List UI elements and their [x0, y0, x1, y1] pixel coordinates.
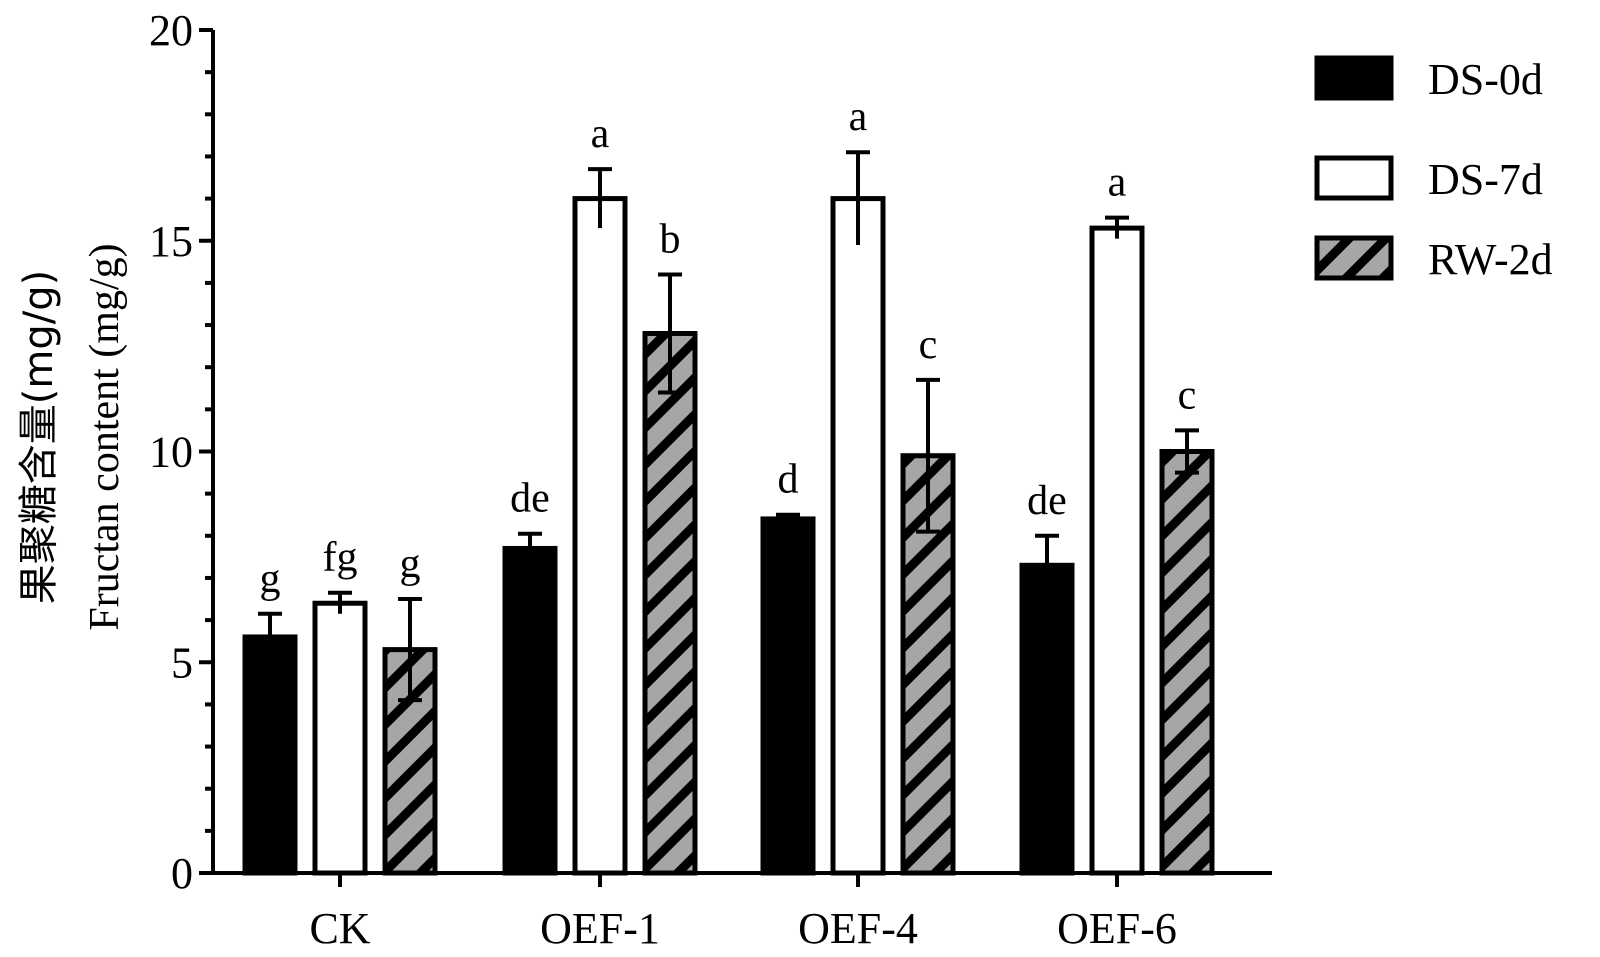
significance-letter: d	[778, 457, 799, 503]
significance-letter: a	[849, 94, 868, 140]
bar-DS-7d-OEF-4	[830, 196, 886, 876]
significance-letter: a	[591, 111, 610, 157]
significance-letters: g fg g de a b d a c de a c	[260, 94, 1197, 602]
legend-label: DS-0d	[1428, 55, 1543, 104]
x-category-label: OEF-6	[1057, 904, 1177, 953]
y-axis-label: Fructan content (mg/g)	[82, 243, 128, 630]
y-axis-label-chinese: 果聚糖含量(mg/g)	[16, 270, 62, 604]
significance-letter: b	[660, 216, 681, 262]
significance-letter: de	[510, 476, 550, 522]
x-category-label: CK	[309, 904, 370, 953]
legend: DS-0d DS-7d RW-2d	[1314, 55, 1553, 284]
significance-letter: g	[400, 541, 421, 587]
x-axis-labels: CK OEF-1 OEF-4 OEF-6	[309, 873, 1177, 953]
significance-letter: c	[919, 322, 938, 368]
y-tick-label: 20	[149, 6, 193, 55]
bar-DS-7d-CK	[312, 600, 368, 876]
y-tick-label: 5	[171, 638, 193, 687]
legend-swatch-DS-7d	[1314, 155, 1394, 201]
significance-letter: de	[1027, 478, 1067, 524]
bar-DS-7d-OEF-1	[572, 196, 628, 876]
bar-DS-0d-OEF-1	[502, 545, 558, 876]
significance-letter: fg	[323, 535, 358, 581]
bar-DS-0d-OEF-4	[760, 516, 816, 876]
significance-letter: a	[1108, 160, 1127, 206]
bar-RW-2d-OEF-1	[642, 330, 698, 876]
error-bars	[258, 150, 1199, 703]
y-tick-label: 15	[149, 217, 193, 266]
x-category-label: OEF-1	[540, 904, 660, 953]
bar-RW-2d-OEF-6	[1159, 449, 1215, 876]
legend-label: RW-2d	[1428, 235, 1553, 284]
x-category-label: OEF-4	[798, 904, 918, 953]
bar-DS-0d-CK	[242, 634, 298, 876]
significance-letter: g	[260, 556, 281, 602]
bar-DS-0d-OEF-6	[1019, 562, 1075, 876]
legend-swatch-RW-2d	[1314, 235, 1394, 281]
y-tick-label: 10	[149, 428, 193, 477]
y-tick-label: 0	[171, 849, 193, 898]
bar-DS-7d-OEF-6	[1089, 225, 1145, 876]
legend-label: DS-7d	[1428, 155, 1543, 204]
bars	[242, 196, 1215, 876]
legend-swatch-DS-0d	[1314, 55, 1394, 101]
y-axis-ticks: 0 5 10 15 20	[149, 6, 213, 898]
significance-letter: c	[1178, 372, 1197, 418]
